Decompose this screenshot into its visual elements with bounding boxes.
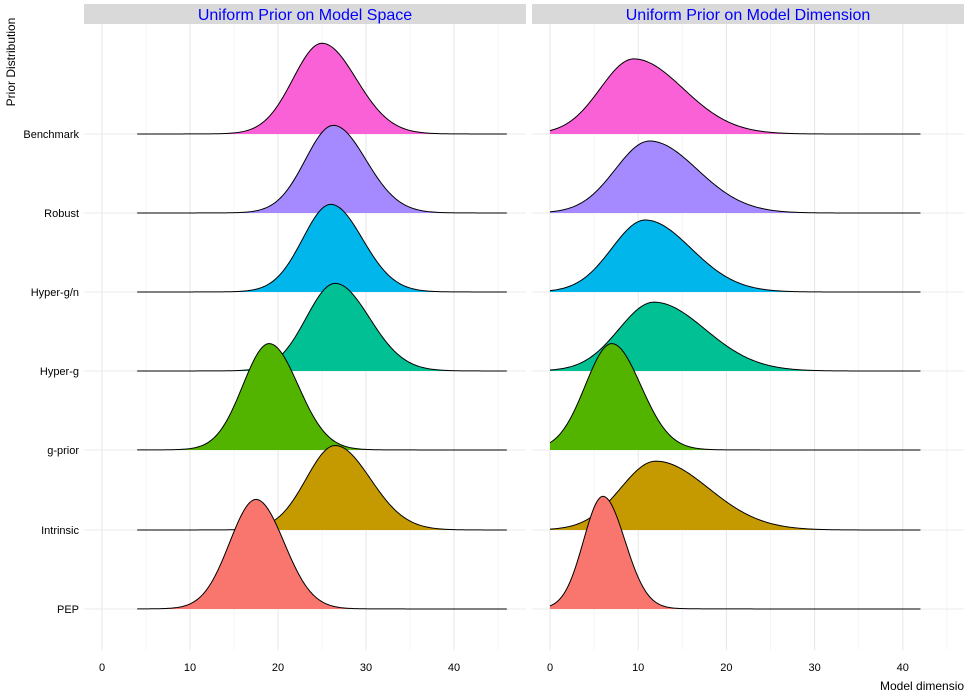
y-category-label: PEP	[57, 604, 79, 616]
ridge-fill-benchmark	[550, 58, 921, 134]
ridge-fill-hyper-g	[550, 302, 921, 371]
y-category-label: Robust	[44, 208, 79, 220]
ridge-fill-hyper-g	[137, 283, 507, 371]
y-axis-title: Prior Distribution	[4, 18, 18, 107]
ridge-outline-pep	[549, 495, 921, 610]
ridge-outline-hyper-g-n	[137, 203, 507, 293]
facet-title: Uniform Prior on Model Space	[198, 7, 412, 24]
x-tick-label: 0	[547, 662, 553, 674]
ridge-outline-benchmark	[137, 42, 507, 135]
ridge-fill-benchmark	[137, 43, 507, 135]
y-category-label: Hyper-g/n	[31, 287, 79, 299]
y-category-label: Benchmark	[23, 129, 79, 141]
x-tick-label: 0	[99, 662, 105, 674]
y-category-label: Hyper-g	[40, 366, 79, 378]
ridge-fill-hyper-g-n	[550, 220, 921, 292]
ridge-outline-intrinsic	[549, 460, 921, 531]
x-tick-label: 40	[448, 662, 460, 674]
x-tick-label: 20	[272, 662, 284, 674]
ridge-outline-g-prior	[549, 343, 921, 451]
ridge-fill-pep	[550, 496, 921, 609]
ridge-fill-intrinsic	[137, 445, 507, 530]
ridge-outline-hyper-g	[549, 301, 921, 372]
ridge-fill-g-prior	[137, 343, 507, 450]
ridge-outline-hyper-g	[137, 282, 507, 372]
ridge-fill-robust	[550, 140, 921, 213]
ridge-fill-g-prior	[550, 343, 921, 450]
facet-strip	[532, 4, 964, 24]
y-category-label: Intrinsic	[41, 525, 79, 537]
ridge-fill-intrinsic	[550, 461, 921, 530]
x-tick-label: 30	[360, 662, 372, 674]
ridge-fill-hyper-g-n	[137, 204, 507, 292]
x-tick-label: 10	[184, 662, 196, 674]
x-tick-label: 30	[808, 662, 820, 674]
ridge-fill-robust	[137, 125, 507, 213]
ridge-outline-g-prior	[137, 343, 507, 451]
ridge-outline-robust	[549, 140, 921, 214]
y-category-label: g-prior	[47, 445, 79, 457]
ridge-fill-pep	[137, 499, 507, 609]
facet-title: Uniform Prior on Model Dimension	[626, 7, 871, 24]
facet-strip	[84, 4, 526, 24]
ridge-outline-intrinsic	[137, 444, 507, 531]
ridge-outline-pep	[137, 498, 507, 610]
ridge-outline-hyper-g-n	[549, 219, 921, 293]
ridge-outline-robust	[137, 124, 507, 214]
x-axis-title: Model dimension	[880, 679, 964, 693]
ridge-outline-benchmark	[549, 58, 921, 135]
x-tick-label: 10	[632, 662, 644, 674]
x-tick-label: 20	[720, 662, 732, 674]
x-tick-label: 40	[897, 662, 909, 674]
